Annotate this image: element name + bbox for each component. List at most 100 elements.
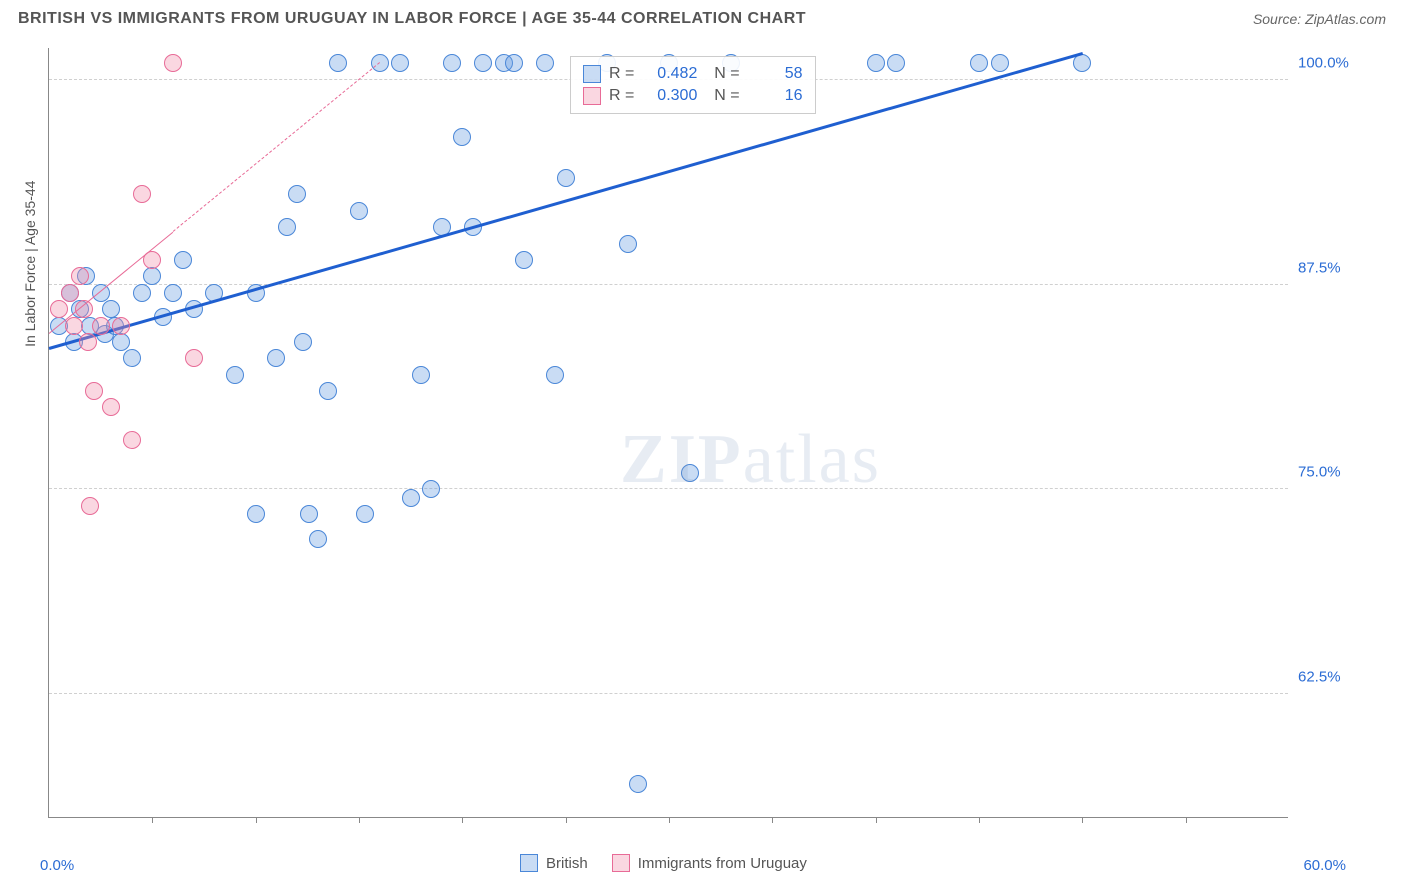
series-swatch: [583, 65, 601, 83]
data-point: [294, 333, 312, 351]
data-point: [867, 54, 885, 72]
stat-r-value: 0.300: [642, 87, 697, 105]
data-point: [474, 54, 492, 72]
data-point: [300, 505, 318, 523]
data-point: [50, 300, 68, 318]
data-point: [681, 464, 699, 482]
x-tick: [1186, 817, 1187, 823]
data-point: [991, 54, 1009, 72]
stat-r-label: R =: [609, 87, 634, 105]
data-point: [226, 366, 244, 384]
data-point: [185, 349, 203, 367]
data-point: [505, 54, 523, 72]
data-point: [371, 54, 389, 72]
data-point: [123, 349, 141, 367]
x-axis-max-label: 60.0%: [1303, 857, 1346, 874]
data-point: [350, 202, 368, 220]
data-point: [453, 128, 471, 146]
legend-item: Immigrants from Uruguay: [612, 854, 807, 872]
data-point: [412, 366, 430, 384]
series-swatch: [583, 87, 601, 105]
data-point: [61, 284, 79, 302]
x-tick: [979, 817, 980, 823]
data-point: [112, 317, 130, 335]
legend-label: Immigrants from Uruguay: [638, 855, 807, 872]
data-point: [267, 349, 285, 367]
stat-n-label: N =: [705, 87, 739, 105]
stats-row: R = 0.482 N = 58: [583, 63, 803, 85]
data-point: [619, 235, 637, 253]
data-point: [629, 775, 647, 793]
data-point: [309, 530, 327, 548]
y-tick-label: 62.5%: [1298, 669, 1398, 686]
data-point: [143, 267, 161, 285]
trend-line: [173, 63, 380, 233]
data-point: [278, 218, 296, 236]
stat-r-label: R =: [609, 65, 634, 83]
y-tick-label: 75.0%: [1298, 464, 1398, 481]
data-point: [402, 489, 420, 507]
data-point: [123, 431, 141, 449]
trend-line: [49, 52, 1083, 350]
legend-item: British: [520, 854, 588, 872]
data-point: [85, 382, 103, 400]
x-tick: [1082, 817, 1083, 823]
data-point: [288, 185, 306, 203]
scatter-plot: 62.5%75.0%87.5%100.0%: [48, 48, 1288, 818]
stats-row: R = 0.300 N = 16: [583, 85, 803, 107]
data-point: [1073, 54, 1091, 72]
x-tick: [772, 817, 773, 823]
data-point: [247, 505, 265, 523]
data-point: [174, 251, 192, 269]
data-point: [112, 333, 130, 351]
x-tick: [876, 817, 877, 823]
title-bar: BRITISH VS IMMIGRANTS FROM URUGUAY IN LA…: [0, 0, 1406, 36]
source-label: Source: ZipAtlas.com: [1253, 11, 1386, 27]
stat-n-label: N =: [705, 65, 739, 83]
x-axis-origin-label: 0.0%: [40, 857, 74, 874]
legend: British Immigrants from Uruguay: [520, 854, 807, 872]
data-point: [887, 54, 905, 72]
data-point: [546, 366, 564, 384]
legend-swatch: [612, 854, 630, 872]
data-point: [557, 169, 575, 187]
data-point: [515, 251, 533, 269]
data-point: [970, 54, 988, 72]
x-tick: [359, 817, 360, 823]
y-tick-label: 100.0%: [1298, 54, 1398, 71]
correlation-stats-box: R = 0.482 N = 58R = 0.300 N = 16: [570, 56, 816, 114]
stat-n-value: 58: [748, 65, 803, 83]
y-axis-label: In Labor Force | Age 35-44: [22, 181, 38, 347]
data-point: [319, 382, 337, 400]
y-tick-label: 87.5%: [1298, 259, 1398, 276]
data-point: [79, 333, 97, 351]
data-point: [133, 284, 151, 302]
data-point: [133, 185, 151, 203]
data-point: [92, 317, 110, 335]
data-point: [536, 54, 554, 72]
data-point: [164, 284, 182, 302]
x-tick: [256, 817, 257, 823]
x-tick: [669, 817, 670, 823]
legend-swatch: [520, 854, 538, 872]
data-point: [422, 480, 440, 498]
data-point: [102, 300, 120, 318]
data-point: [391, 54, 409, 72]
legend-label: British: [546, 855, 588, 872]
data-point: [329, 54, 347, 72]
chart-title: BRITISH VS IMMIGRANTS FROM URUGUAY IN LA…: [18, 10, 806, 28]
data-point: [65, 317, 83, 335]
stat-r-value: 0.482: [642, 65, 697, 83]
data-point: [356, 505, 374, 523]
x-tick: [152, 817, 153, 823]
data-point: [443, 54, 461, 72]
data-point: [102, 398, 120, 416]
x-tick: [566, 817, 567, 823]
data-point: [71, 267, 89, 285]
x-tick: [462, 817, 463, 823]
data-point: [81, 497, 99, 515]
grid-line: [49, 693, 1288, 694]
stat-n-value: 16: [748, 87, 803, 105]
grid-line: [49, 488, 1288, 489]
data-point: [164, 54, 182, 72]
